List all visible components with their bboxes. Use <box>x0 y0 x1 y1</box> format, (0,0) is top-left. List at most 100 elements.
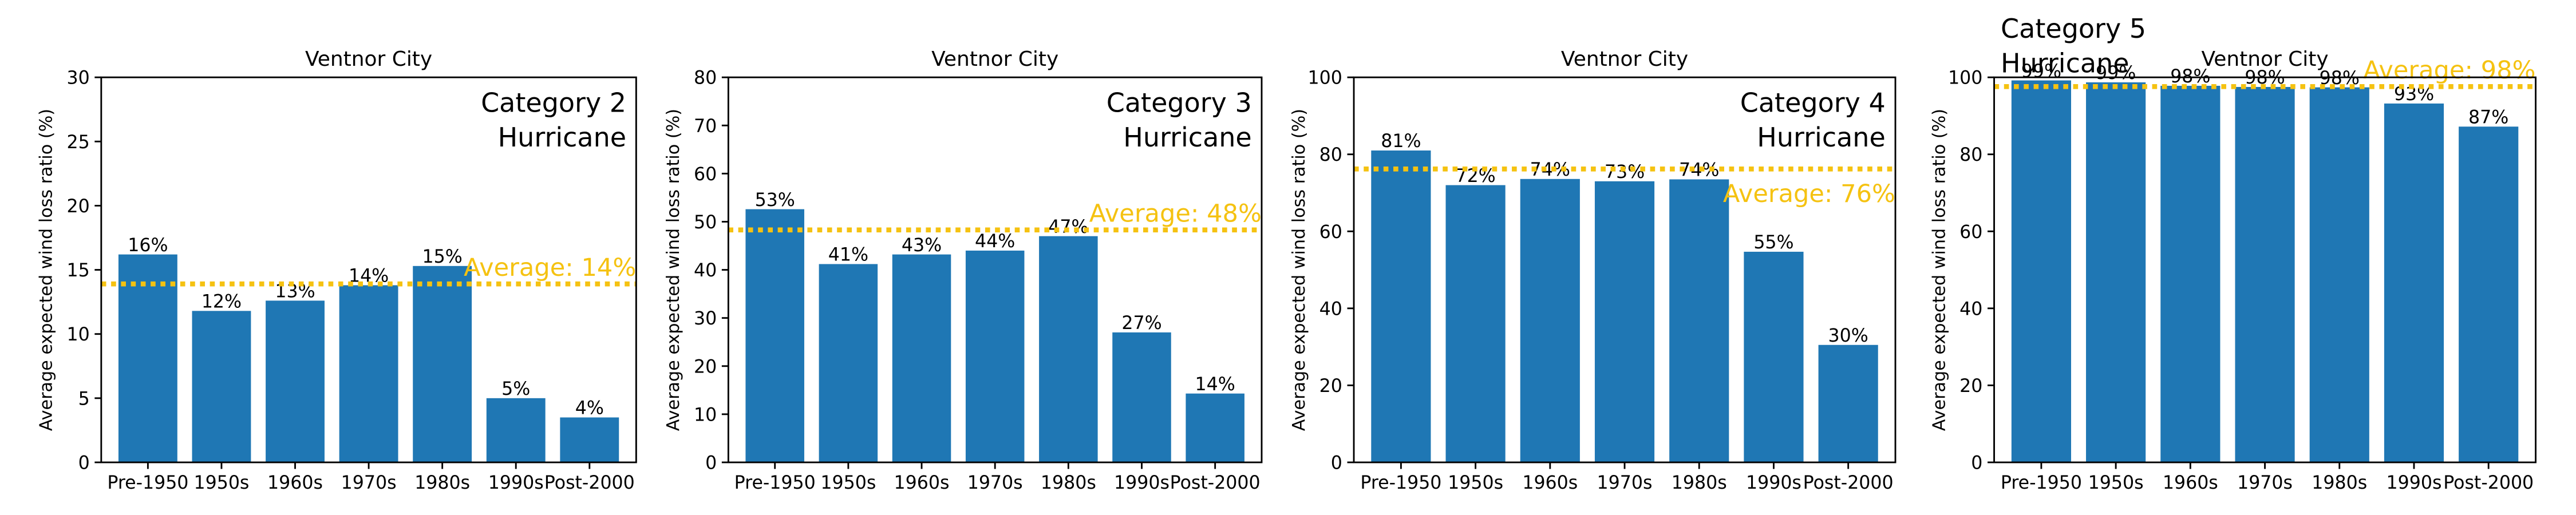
bar <box>1744 251 1804 462</box>
value-label: 53% <box>755 190 795 211</box>
bar <box>2086 82 2146 462</box>
annotation: Hurricane <box>2001 48 2129 79</box>
y-tick-label: 30 <box>66 68 89 89</box>
value-label: 14% <box>1195 374 1235 395</box>
value-label: 87% <box>2468 108 2508 128</box>
bar <box>2160 85 2221 462</box>
y-tick-label: 40 <box>694 260 717 281</box>
y-tick-label: 0 <box>705 453 717 473</box>
y-tick-label: 20 <box>694 356 717 377</box>
x-tick-label: 1980s <box>414 473 470 493</box>
bar <box>1186 393 1244 462</box>
y-tick-label: 20 <box>66 196 89 217</box>
bar <box>1594 181 1655 462</box>
x-tick-label: Pre-1950 <box>1360 473 1441 493</box>
x-tick-label: 1990s <box>1114 473 1170 493</box>
x-tick-label: 1980s <box>2312 473 2367 493</box>
y-tick-label: 0 <box>78 453 90 473</box>
value-label: 55% <box>1753 232 1793 253</box>
bar <box>486 398 546 462</box>
annotation: Hurricane <box>498 122 626 153</box>
y-tick-label: 80 <box>1319 145 1342 165</box>
average-label: Average: 48% <box>1089 199 1262 228</box>
x-tick-label: 1950s <box>193 473 249 493</box>
chart-title: Ventnor City <box>2201 47 2328 71</box>
value-label: 27% <box>1121 313 1161 334</box>
x-tick-label: Post-2000 <box>544 473 635 493</box>
bar <box>118 254 177 462</box>
bar <box>2011 80 2071 462</box>
y-tick-label: 10 <box>694 405 717 425</box>
x-tick-label: 1950s <box>820 473 876 493</box>
y-axis-label: Average expected wind loss ratio (%) <box>1289 109 1309 431</box>
x-tick-label: 1970s <box>2237 473 2293 493</box>
average-label: Average: 98% <box>2363 56 2535 85</box>
value-label: 44% <box>975 231 1015 252</box>
y-tick-label: 25 <box>66 132 89 153</box>
chart-title: Ventnor City <box>305 47 432 71</box>
value-label: 81% <box>1381 131 1421 152</box>
bar <box>339 285 398 462</box>
y-tick-label: 60 <box>694 164 717 185</box>
bar <box>1371 150 1431 462</box>
bar <box>745 209 804 462</box>
chart: Ventnor City Average expected wind loss r… <box>1289 47 1897 493</box>
axes-frame <box>727 76 1263 464</box>
x-tick-label: Post-2000 <box>1170 473 1261 493</box>
x-tick-label: 1950s <box>1448 473 1503 493</box>
value-label: 30% <box>1828 326 1868 346</box>
x-tick-label: Post-2000 <box>1803 473 1894 493</box>
y-tick-label: 100 <box>1948 68 1982 89</box>
bar <box>2459 126 2519 462</box>
annotation: Hurricane <box>1123 122 1251 153</box>
bar <box>266 300 325 462</box>
axes-frame <box>100 76 637 464</box>
value-label: 5% <box>501 379 530 399</box>
bar <box>965 250 1025 462</box>
y-axis-label: Average expected wind loss ratio (%) <box>1929 109 1949 431</box>
value-label: 4% <box>575 398 604 419</box>
annotation: Hurricane <box>1757 122 1885 153</box>
bar <box>560 417 619 462</box>
annotation: Category 2 <box>481 88 626 118</box>
x-tick-label: 1970s <box>1597 473 1653 493</box>
x-tick-label: 1990s <box>2387 473 2442 493</box>
chart-title: Ventnor City <box>931 47 1058 71</box>
bar <box>1445 185 1506 462</box>
average-label: Average: 14% <box>464 253 636 282</box>
x-tick-label: 1960s <box>894 473 950 493</box>
y-tick-label: 50 <box>694 212 717 233</box>
y-tick-label: 80 <box>694 68 717 89</box>
value-label: 16% <box>128 235 168 256</box>
x-tick-label: 1960s <box>267 473 323 493</box>
chart: Ventnor City Average expected wind loss r… <box>37 47 637 493</box>
axes-frame <box>1993 76 2537 464</box>
y-tick-label: 30 <box>694 308 717 329</box>
y-tick-label: 10 <box>66 324 89 345</box>
bar <box>1520 179 1580 462</box>
bar <box>413 266 472 462</box>
bar <box>2235 86 2295 462</box>
x-tick-label: 1970s <box>341 473 397 493</box>
y-tick-label: 100 <box>1308 68 1342 89</box>
value-label: 99% <box>2096 63 2136 84</box>
x-tick-label: 1970s <box>967 473 1023 493</box>
value-label: 12% <box>202 292 242 312</box>
bar <box>1112 332 1171 462</box>
bar <box>192 311 251 462</box>
x-tick-label: 1960s <box>2163 473 2218 493</box>
axes-frame <box>1353 76 1897 464</box>
annotation: Category 4 <box>1740 88 1886 118</box>
x-tick-label: 1990s <box>1746 473 1801 493</box>
chart: Ventnor City Average expected wind loss r… <box>663 47 1263 493</box>
y-tick-label: 20 <box>1319 376 1342 397</box>
bar <box>1669 179 1729 462</box>
x-tick-label: Pre-1950 <box>734 473 816 493</box>
value-label: 15% <box>422 247 463 267</box>
y-axis-label: Average expected wind loss ratio (%) <box>37 109 57 431</box>
y-tick-label: 15 <box>66 260 89 281</box>
x-tick-label: 1950s <box>2088 473 2144 493</box>
value-label: 41% <box>828 245 868 266</box>
bar <box>1818 344 1878 462</box>
